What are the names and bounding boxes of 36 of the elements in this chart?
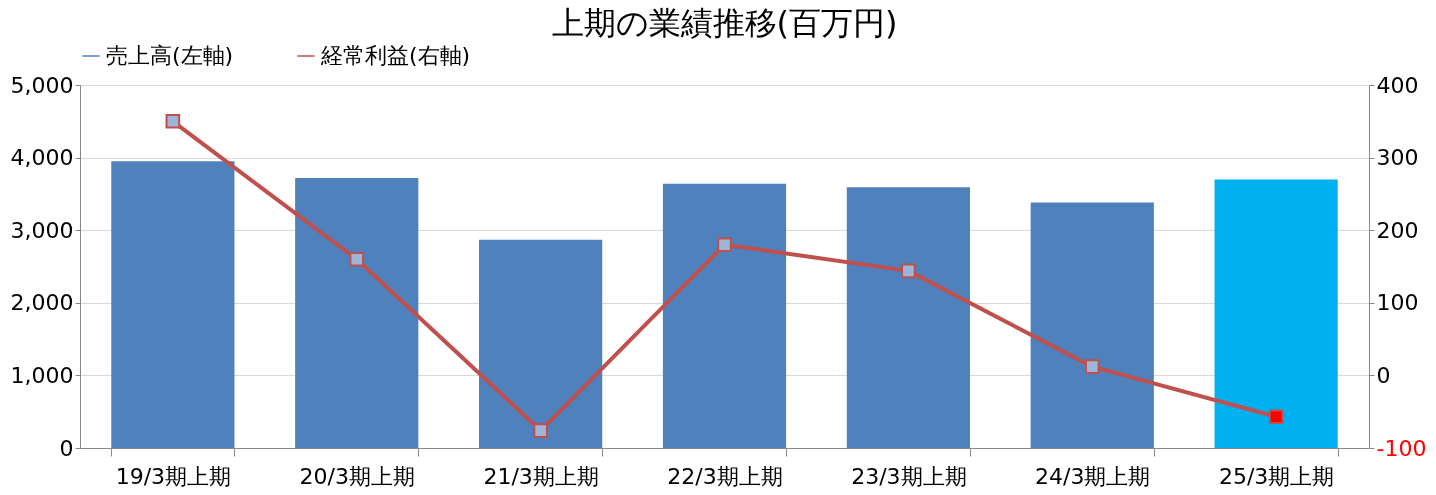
x-tick-label: 24/3期上期: [1035, 463, 1151, 489]
point: [165, 113, 181, 129]
x-tick-label: 19/3期上期: [115, 463, 232, 489]
point: [533, 423, 548, 438]
y2-tick-label: 100: [1376, 290, 1419, 316]
x-tick-label: 20/3期上期: [299, 463, 415, 489]
legend-label: 売上高(左軸): [106, 43, 234, 68]
point: [1084, 359, 1100, 375]
y2-tick-label: 300: [1376, 145, 1419, 171]
bar: [1214, 179, 1338, 448]
x-tick-label: 22/3期上期: [667, 463, 783, 489]
point: [1268, 409, 1284, 425]
y-tick-label: 1,000: [10, 362, 74, 388]
x-tick-label: 25/3期上期: [1218, 463, 1335, 489]
point: [901, 263, 916, 279]
y-tick-label: 4,000: [10, 145, 74, 171]
y-tick-label: 5,000: [10, 72, 74, 98]
bar: [1030, 202, 1154, 448]
point: [717, 237, 732, 253]
bar: [846, 187, 970, 448]
legend-label: 経常利益(右軸): [320, 43, 471, 68]
y2-tick-label: -100: [1376, 435, 1427, 461]
x-tick-label: 23/3期上期: [851, 463, 967, 489]
bar: [295, 177, 419, 448]
point: [349, 251, 365, 267]
bar: [479, 239, 603, 448]
bar: [111, 161, 235, 448]
y-tick-label: 2,000: [10, 290, 74, 316]
y2-tick-label: 400: [1376, 72, 1419, 98]
bar: [662, 183, 787, 448]
chart-title: 上期の業績推移(百万円): [551, 4, 898, 42]
y-tick-label: 3,000: [10, 217, 74, 243]
y2-tick-label: 200: [1376, 217, 1419, 243]
x-tick-label: 21/3期上期: [483, 463, 599, 489]
y2-tick-label: 0: [1376, 362, 1391, 388]
y-tick-label: 0: [59, 435, 74, 461]
